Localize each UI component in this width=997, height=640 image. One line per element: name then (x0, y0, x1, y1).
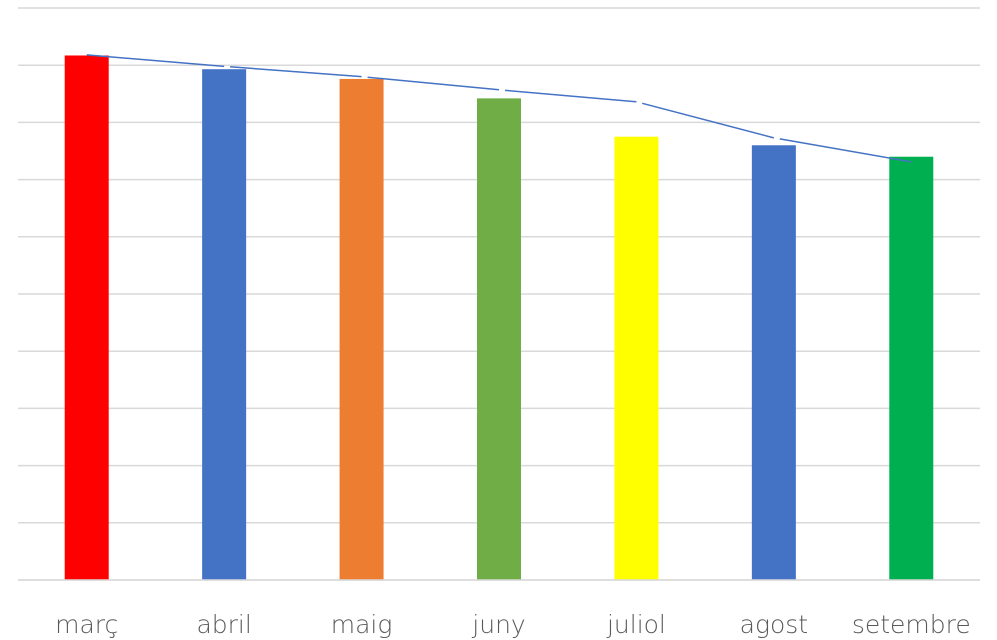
x-tick-label: juliol (606, 610, 666, 639)
x-axis-tick-labels: març abril maig juny juliol agost setembre (55, 610, 971, 639)
x-tick-label: març (55, 610, 118, 639)
trend-line (86, 54, 912, 163)
trend-segment (504, 89, 637, 103)
bars (64, 55, 934, 580)
trend-segment (86, 54, 225, 68)
x-tick-label: juny (471, 610, 525, 639)
bar-5 (751, 145, 796, 580)
x-tick-label: setembre (852, 610, 971, 639)
x-tick-label: maig (331, 610, 393, 639)
bar-1 (202, 69, 247, 580)
trend-segment (367, 76, 500, 91)
bar-4 (614, 136, 659, 580)
bar-6 (889, 156, 934, 580)
bar-2 (339, 78, 384, 580)
trend-segment (230, 66, 362, 78)
bar-3 (477, 98, 521, 580)
trend-segment (642, 102, 775, 139)
x-tick-label: abril (196, 610, 251, 639)
x-tick-label: agost (740, 610, 808, 639)
bar-0 (64, 55, 109, 580)
trend-segment (779, 138, 912, 163)
